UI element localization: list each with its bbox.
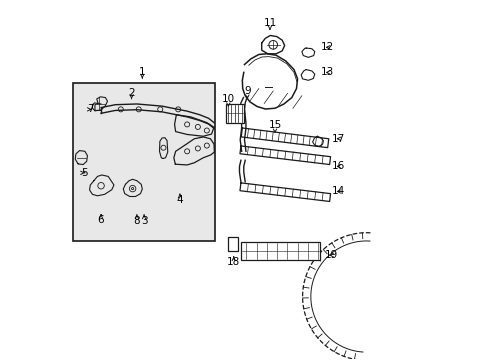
Bar	[73, 83, 214, 241]
Text: 17: 17	[331, 134, 345, 144]
Bar	[225, 104, 244, 123]
Text: 1: 1	[139, 67, 145, 77]
Text: 7: 7	[87, 104, 93, 114]
Text: 12: 12	[321, 42, 334, 52]
Text: 16: 16	[331, 161, 345, 171]
Text: 14: 14	[331, 186, 345, 197]
Text: 8: 8	[133, 216, 140, 226]
Bar	[241, 242, 319, 260]
Text: 18: 18	[226, 257, 240, 267]
Text: 4: 4	[176, 195, 183, 205]
Text: 5: 5	[81, 168, 88, 178]
Text: 3: 3	[141, 216, 147, 226]
Text: 13: 13	[321, 67, 334, 77]
Text: 11: 11	[263, 18, 276, 28]
Text: 6: 6	[98, 215, 104, 225]
Text: 2: 2	[128, 88, 135, 98]
Text: 15: 15	[268, 120, 281, 130]
Text: 9: 9	[244, 86, 250, 96]
Bar	[227, 237, 238, 251]
Text: 19: 19	[324, 250, 337, 260]
Text: 10: 10	[222, 94, 234, 104]
